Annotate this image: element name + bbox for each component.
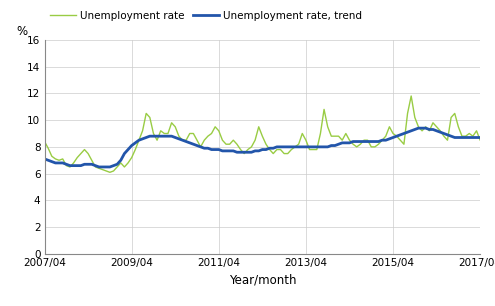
Unemployment rate (419, 129, 425, 133)
Legend: Unemployment rate, Unemployment rate, trend: Unemployment rate, Unemployment rate, tr… (50, 11, 362, 21)
Unemployment rate, trend (415, 126, 421, 130)
X-axis label: Year/month: Year/month (229, 274, 296, 287)
Unemployment rate, trend (205, 146, 211, 150)
Text: %: % (16, 25, 27, 38)
Unemployment rate (205, 134, 211, 138)
Unemployment rate, trend (78, 164, 84, 167)
Unemployment rate, trend (474, 136, 480, 139)
Line: Unemployment rate: Unemployment rate (45, 96, 495, 172)
Unemployment rate, trend (96, 165, 102, 169)
Unemployment rate (78, 152, 84, 155)
Unemployment rate (408, 94, 414, 98)
Unemployment rate, trend (466, 136, 472, 139)
Unemployment rate, trend (419, 126, 425, 130)
Unemployment rate, trend (121, 152, 127, 155)
Unemployment rate (121, 165, 127, 169)
Unemployment rate (466, 132, 472, 135)
Unemployment rate (107, 170, 113, 174)
Unemployment rate (474, 129, 480, 133)
Unemployment rate (42, 140, 48, 143)
Line: Unemployment rate, trend: Unemployment rate, trend (45, 128, 495, 167)
Unemployment rate, trend (42, 157, 48, 161)
